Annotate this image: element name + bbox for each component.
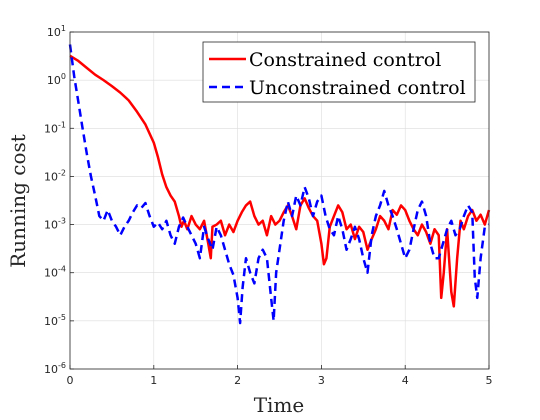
x-tick-label: 0	[67, 374, 74, 387]
legend: Constrained control Unconstrained contro…	[202, 41, 476, 103]
y-axis-label: Running cost	[6, 134, 30, 268]
y-tick-label: 10-1	[44, 120, 66, 135]
axis-ticks: 0 1 2 3 4 5 10-6 10-5 10-4 10-3 10-2 10-1 100 101	[44, 24, 492, 387]
unconstrained-control-line	[68, 44, 490, 325]
x-tick-label: 3	[318, 374, 325, 387]
series-group	[68, 44, 491, 325]
legend-label-constrained: Constrained control	[249, 49, 441, 71]
x-tick-label: 1	[150, 374, 157, 387]
y-tick-label: 10-3	[44, 217, 66, 232]
x-tick-label: 5	[486, 374, 493, 387]
y-tick-label: 10-2	[44, 168, 66, 183]
x-tick-label: 2	[234, 374, 241, 387]
legend-label-unconstrained: Unconstrained control	[249, 77, 466, 99]
x-tick-label: 4	[402, 374, 409, 387]
x-axis-label: Time	[254, 393, 305, 417]
legend-box	[202, 41, 476, 103]
y-tick-label: 101	[47, 24, 66, 39]
y-tick-label: 10-4	[44, 265, 66, 280]
plot-frame	[69, 31, 490, 370]
y-tick-label: 10-5	[44, 313, 66, 328]
y-tick-label: 100	[47, 72, 66, 87]
y-tick-label: 10-6	[44, 361, 66, 376]
